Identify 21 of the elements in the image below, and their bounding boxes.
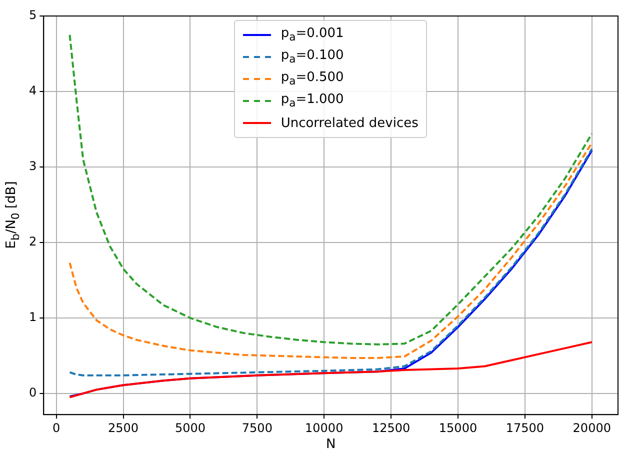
- legend-label: p$_{a}$=0.001: [280, 26, 344, 44]
- x-tick-label: 15000: [438, 420, 478, 435]
- y-tick-label: 2: [28, 234, 37, 249]
- legend-label: p$_{a}$=1.000: [280, 92, 344, 110]
- x-tick-label: 2500: [108, 420, 139, 435]
- legend-label: p$_{a}$=0.500: [280, 70, 344, 88]
- x-tick-label: 5000: [174, 420, 206, 435]
- x-tick-label: 10000: [305, 420, 344, 435]
- x-tick-label: 0: [52, 420, 60, 435]
- y-tick-label: 3: [28, 159, 37, 174]
- y-tick-label: 4: [28, 84, 37, 98]
- x-tick-label: 7500: [242, 420, 272, 435]
- x-tick-label: 17500: [506, 420, 544, 435]
- x-tick-label: 12500: [372, 420, 410, 435]
- y-tick-label: 0: [28, 386, 37, 400]
- x-tick-label: 20000: [572, 420, 611, 435]
- y-tick-label: 5: [28, 8, 37, 22]
- x-axis-title: N: [326, 436, 336, 452]
- legend-label: p$_{a}$=0.100: [280, 48, 344, 66]
- legend-label: Uncorrelated devices: [280, 116, 418, 130]
- y-tick-label: 1: [28, 310, 37, 324]
